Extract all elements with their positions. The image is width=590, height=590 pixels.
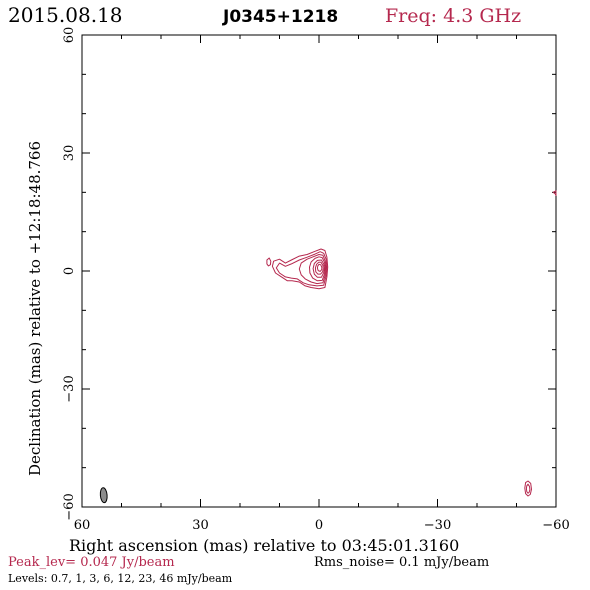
- x-tick-label: 0: [315, 518, 323, 533]
- contour-level-23: [314, 261, 324, 275]
- y-tick-label: 0: [62, 267, 77, 275]
- contour-level-46: [316, 263, 323, 272]
- y-axis-label: Declination (mas) relative to +12:18:48.…: [26, 141, 44, 476]
- restoring-beam: [99, 487, 108, 504]
- x-tick-label: −30: [424, 518, 451, 533]
- x-axis-label: Right ascension (mas) relative to 03:45:…: [69, 536, 459, 555]
- observation-date: 2015.08.18: [8, 3, 123, 27]
- y-tick-label: 60: [62, 27, 77, 44]
- source-name: J0345+1218: [222, 7, 338, 27]
- y-tick-label: −60: [62, 493, 77, 520]
- contour-lines: [266, 190, 557, 497]
- contour-level-1: [525, 483, 531, 494]
- contour-level-0_7: [266, 257, 272, 267]
- x-tick-label: 30: [192, 518, 209, 533]
- y-tick-label: −30: [62, 375, 77, 402]
- contour-level-0_7: [552, 190, 557, 196]
- contour-level-12: [312, 259, 325, 278]
- x-tick-label: 60: [74, 518, 91, 533]
- y-tick-labels: −60 −30 0 30 60: [62, 27, 77, 521]
- contour-level-1: [275, 251, 328, 287]
- contour-levels: Levels: 0.7, 1, 3, 6, 12, 23, 46 mJy/bea…: [8, 572, 233, 585]
- rms-noise: Rms_noise= 0.1 mJy/beam: [314, 555, 489, 570]
- axis-ticks: [81, 34, 557, 508]
- beam-ellipse: [99, 487, 108, 504]
- y-tick-label: 30: [62, 145, 77, 162]
- contour-level-0_7: [271, 248, 329, 290]
- frequency-label: Freq: 4.3 GHz: [385, 5, 521, 27]
- x-tick-label: −60: [542, 518, 569, 533]
- contour-level-3: [298, 254, 327, 285]
- contour-level-0_7: [524, 480, 532, 497]
- x-tick-labels: 60 30 0 −30 −60: [74, 518, 570, 533]
- contour-level-6: [309, 256, 326, 282]
- peak-level: Peak_lev= 0.047 Jy/beam: [8, 555, 175, 570]
